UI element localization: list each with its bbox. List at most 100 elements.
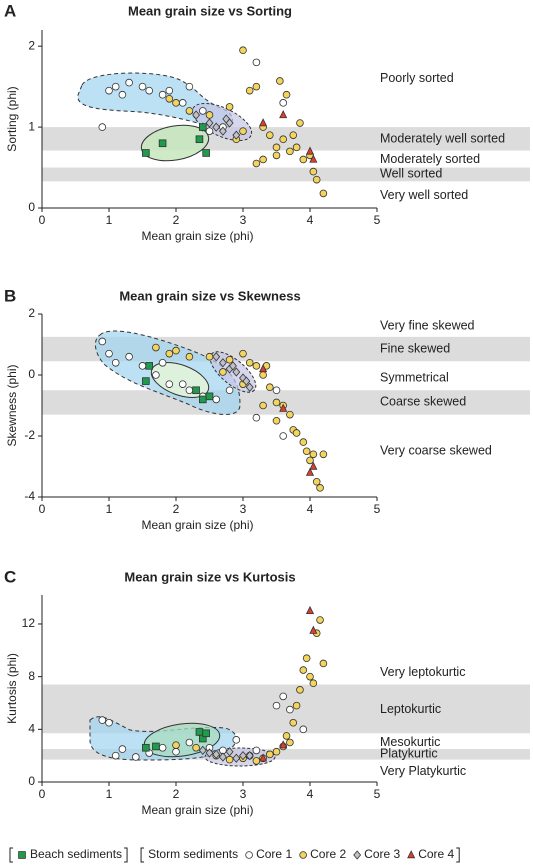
- point: [252, 159, 261, 168]
- point: [319, 659, 328, 668]
- y-tick-label: 0: [28, 367, 35, 381]
- legend-swatch: [299, 851, 307, 859]
- x-tick-label: 5: [374, 213, 381, 227]
- point: [192, 110, 201, 120]
- point: [239, 349, 247, 358]
- point: [299, 666, 308, 674]
- legend-bracket: [124, 847, 128, 863]
- x-axis-label: Mean grain size (phi): [141, 229, 253, 243]
- x-axis-label: Mean grain size (phi): [141, 518, 253, 532]
- point: [252, 82, 261, 91]
- point: [299, 155, 308, 164]
- x-tick-label: 0: [39, 787, 46, 801]
- class-label: Fine skewed: [380, 341, 450, 355]
- point: [279, 135, 288, 144]
- point: [98, 337, 107, 346]
- panel-label: C: [4, 567, 16, 586]
- point: [185, 738, 194, 747]
- point: [145, 362, 154, 370]
- point: [286, 410, 294, 419]
- point: [265, 750, 274, 759]
- point: [292, 143, 301, 152]
- x-tick-label: 2: [173, 787, 180, 801]
- point: [195, 728, 204, 736]
- point: [259, 371, 267, 379]
- point: [309, 450, 318, 459]
- x-tick-label: 2: [173, 502, 180, 516]
- point: [316, 616, 324, 624]
- point: [306, 456, 314, 465]
- point: [259, 155, 267, 164]
- point: [125, 78, 133, 87]
- point: [289, 718, 298, 727]
- point: [289, 131, 298, 139]
- point: [158, 139, 167, 148]
- point: [98, 123, 107, 131]
- legend-swatch: [407, 850, 416, 859]
- y-axis-label: Kurtosis (phi): [5, 653, 19, 724]
- x-tick-label: 1: [106, 787, 113, 801]
- point: [172, 741, 180, 749]
- class-label: Very coarse skewed: [380, 444, 492, 458]
- point: [165, 380, 174, 388]
- point: [282, 90, 291, 99]
- point: [302, 654, 311, 663]
- legend-bracket: [140, 847, 145, 863]
- y-tick-label: -4: [24, 489, 35, 503]
- point: [286, 738, 294, 747]
- point: [252, 362, 261, 370]
- point: [158, 358, 167, 367]
- point: [185, 352, 194, 361]
- point: [165, 349, 174, 358]
- chart-title: Mean grain size vs Skewness: [119, 288, 300, 303]
- point: [232, 130, 241, 140]
- class-band: [42, 167, 530, 182]
- point: [225, 747, 234, 757]
- point: [279, 110, 288, 119]
- point: [242, 376, 251, 386]
- point: [205, 392, 214, 401]
- point: [272, 143, 281, 152]
- point: [198, 745, 207, 756]
- point: [219, 368, 227, 376]
- class-label: Moderately well sorted: [380, 132, 505, 146]
- point: [286, 705, 294, 714]
- chart-title: Mean grain size vs Kurtosis: [124, 569, 295, 584]
- y-tick-label: 0: [28, 200, 35, 214]
- point: [239, 751, 247, 761]
- point: [205, 352, 214, 361]
- x-tick-label: 4: [307, 787, 314, 801]
- point: [309, 679, 318, 688]
- point: [225, 755, 234, 764]
- point: [252, 413, 261, 422]
- point: [316, 484, 324, 492]
- y-tick-label: 2: [28, 38, 35, 52]
- point: [282, 732, 291, 740]
- point: [118, 90, 127, 99]
- point: [252, 757, 261, 765]
- x-tick-label: 3: [240, 213, 247, 227]
- point: [232, 753, 241, 763]
- point: [265, 383, 274, 392]
- point: [218, 752, 227, 762]
- point: [305, 146, 315, 155]
- chart-title: Mean grain size vs Sorting: [128, 3, 292, 18]
- x-tick-label: 2: [173, 213, 180, 227]
- legend-bracket: [456, 847, 460, 863]
- class-label: Coarse skewed: [380, 395, 466, 409]
- legend-label: Core 2: [310, 847, 346, 861]
- legend-swatch: [18, 851, 26, 859]
- class-band: [42, 749, 530, 760]
- point: [239, 127, 247, 135]
- point: [259, 118, 268, 127]
- point: [132, 753, 140, 761]
- class-label: Platykurtic: [380, 747, 438, 761]
- x-tick-label: 5: [374, 787, 381, 801]
- point: [111, 82, 120, 91]
- point: [218, 126, 227, 136]
- point: [296, 119, 304, 127]
- point: [305, 605, 315, 615]
- point: [138, 82, 147, 91]
- point: [265, 131, 274, 139]
